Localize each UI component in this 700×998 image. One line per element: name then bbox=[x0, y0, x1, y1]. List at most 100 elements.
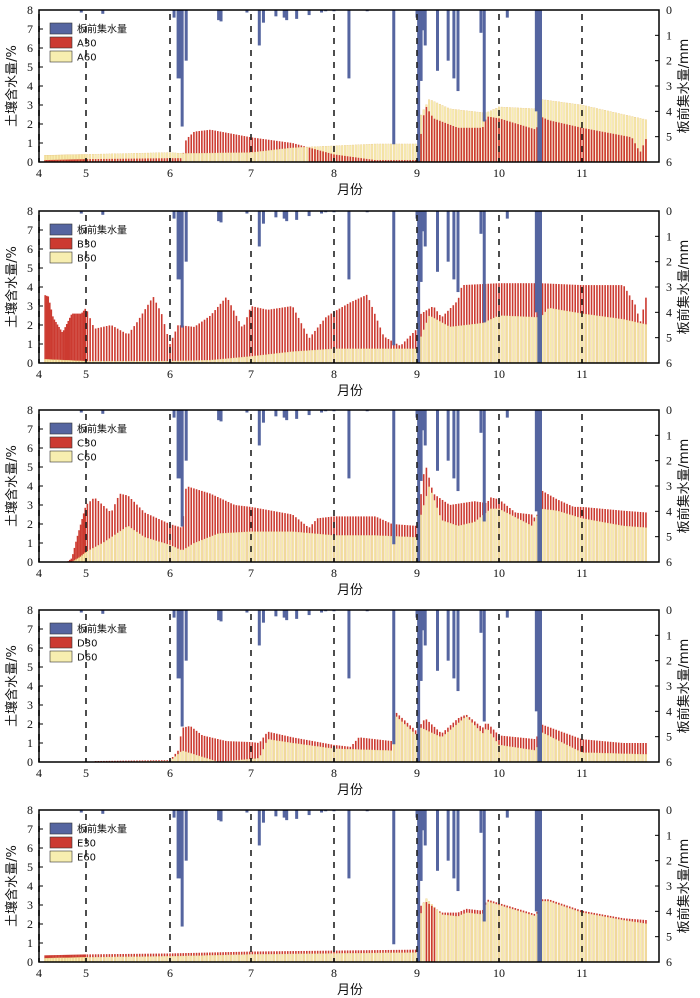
bar-B30 bbox=[217, 306, 219, 363]
bar-E60 bbox=[281, 953, 284, 963]
bar-D60 bbox=[281, 741, 284, 763]
bar-D60 bbox=[476, 728, 479, 763]
bar-A30 bbox=[125, 158, 127, 162]
x-tick-label: 8 bbox=[331, 367, 337, 381]
bar-D60 bbox=[615, 753, 617, 763]
bar-D30 bbox=[214, 738, 216, 762]
bar-A60 bbox=[256, 151, 259, 163]
bar-C60 bbox=[560, 511, 563, 563]
bar-B30 bbox=[276, 308, 278, 363]
bar-A60 bbox=[392, 143, 395, 163]
legend-swatch bbox=[49, 836, 73, 849]
bar-B60 bbox=[430, 316, 433, 364]
bar-D30 bbox=[628, 743, 631, 762]
bar-A30 bbox=[133, 158, 135, 162]
bar-E60 bbox=[108, 956, 111, 963]
bar-B30 bbox=[76, 313, 79, 363]
bar-E60 bbox=[452, 915, 455, 963]
bar-D30 bbox=[631, 743, 634, 762]
bar-C60 bbox=[441, 520, 444, 563]
y-right-tick-label: 2 bbox=[666, 255, 672, 269]
bar-C60 bbox=[395, 536, 398, 563]
bar-E60 bbox=[533, 915, 536, 963]
bar-C60 bbox=[267, 531, 270, 563]
bar-precip bbox=[184, 410, 188, 461]
bar-B30 bbox=[311, 334, 314, 363]
bar-B60 bbox=[612, 317, 615, 364]
x-tick-label: 10 bbox=[493, 166, 505, 180]
y-left-tick-label: 3 bbox=[27, 498, 33, 512]
bar-D60 bbox=[468, 719, 471, 763]
bar-B30 bbox=[463, 284, 465, 363]
bar-precip bbox=[505, 810, 509, 818]
bar-precip bbox=[176, 810, 180, 879]
bar-precip bbox=[456, 10, 460, 92]
bar-B60 bbox=[525, 316, 528, 364]
bar-B30 bbox=[314, 330, 316, 363]
bar-D60 bbox=[184, 751, 187, 763]
bar-D60 bbox=[430, 732, 433, 763]
bar-D60 bbox=[297, 743, 300, 763]
bar-B60 bbox=[571, 311, 574, 364]
bar-D60 bbox=[365, 749, 368, 763]
bar-A30 bbox=[214, 130, 216, 162]
bar-B60 bbox=[335, 348, 338, 364]
bar-A30 bbox=[114, 158, 116, 162]
bar-D30 bbox=[209, 737, 211, 762]
bar-A30 bbox=[262, 138, 265, 162]
bar-C60 bbox=[224, 532, 227, 563]
bar-C30 bbox=[211, 494, 214, 562]
bar-D60 bbox=[305, 744, 308, 763]
bar-A30 bbox=[352, 157, 354, 162]
bar-precip bbox=[245, 810, 249, 813]
bar-D30 bbox=[185, 726, 187, 762]
bar-E60 bbox=[216, 955, 219, 963]
bar-precip bbox=[285, 610, 289, 621]
bar-E60 bbox=[335, 953, 338, 963]
bar-A30 bbox=[56, 159, 59, 162]
bar-C60 bbox=[612, 523, 615, 563]
legend-label: E30 bbox=[77, 839, 96, 850]
bar-precip bbox=[179, 610, 183, 679]
bar-precip bbox=[257, 610, 261, 646]
bar-A30 bbox=[590, 129, 593, 162]
bar-A30 bbox=[430, 115, 433, 162]
bar-precip bbox=[452, 10, 456, 79]
bar-D60 bbox=[314, 745, 316, 763]
bar-D30 bbox=[623, 743, 625, 762]
bar-D60 bbox=[449, 729, 452, 763]
bar-A30 bbox=[330, 153, 333, 162]
bar-A60 bbox=[286, 148, 289, 163]
bar-D30 bbox=[222, 740, 224, 762]
bar-D60 bbox=[503, 745, 506, 763]
x-tick-label: 7 bbox=[248, 966, 254, 980]
bar-E60 bbox=[476, 913, 479, 963]
bar-precip bbox=[347, 211, 351, 280]
bar-B30 bbox=[119, 330, 122, 363]
bar-precip bbox=[101, 810, 105, 814]
bar-precip bbox=[423, 211, 427, 247]
y-left-tick-label: 3 bbox=[27, 698, 33, 712]
y-right-tick-label: 3 bbox=[666, 879, 672, 893]
bar-C60 bbox=[571, 515, 574, 563]
bar-precip bbox=[261, 610, 265, 623]
bar-D30 bbox=[141, 760, 144, 762]
bar-C60 bbox=[357, 535, 360, 563]
bar-D60 bbox=[433, 733, 436, 763]
bar-E60 bbox=[116, 956, 119, 963]
bar-E60 bbox=[460, 914, 463, 963]
bar-D60 bbox=[479, 730, 482, 763]
bar-A60 bbox=[270, 150, 273, 163]
bar-E60 bbox=[119, 956, 122, 963]
bar-A30 bbox=[628, 136, 631, 162]
bar-E60 bbox=[346, 953, 349, 963]
bar-B60 bbox=[303, 350, 306, 364]
bar-D60 bbox=[506, 745, 509, 763]
bar-A30 bbox=[79, 159, 82, 162]
x-tick-label: 11 bbox=[576, 166, 588, 180]
bar-D60 bbox=[457, 722, 460, 763]
y-right-tick-label: 5 bbox=[666, 730, 672, 744]
bar-precip bbox=[179, 10, 183, 79]
bar-B30 bbox=[182, 325, 185, 363]
bar-precip bbox=[79, 610, 83, 613]
